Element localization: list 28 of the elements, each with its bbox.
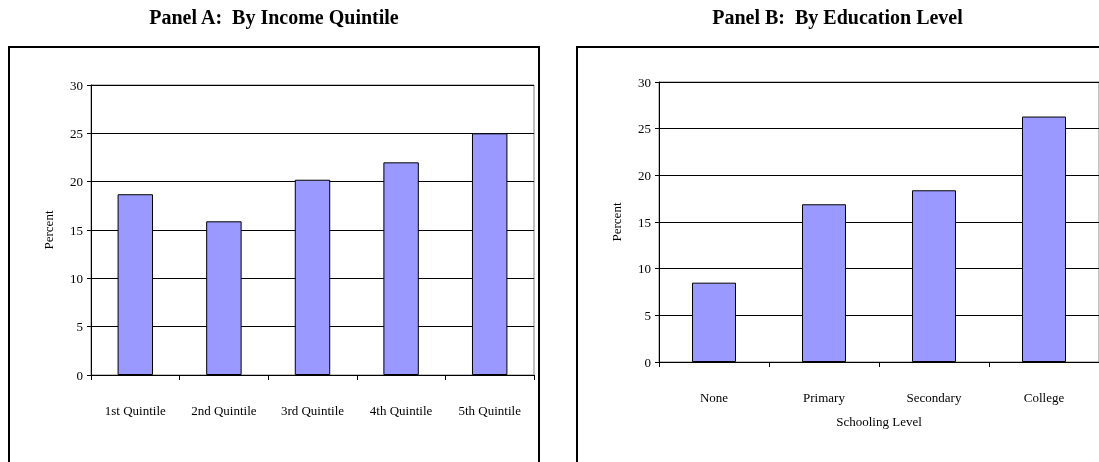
chart-title: Panel A: By Income Quintile: [149, 6, 399, 29]
x-tick-label: Secondary: [906, 389, 962, 405]
y-tick-label: 15: [70, 222, 83, 238]
y-tick-label: 10: [70, 270, 83, 286]
x-tick-label: College: [1023, 389, 1065, 405]
x-tick-label: 5th Quintile: [458, 402, 522, 418]
y-axis-title: Percent: [609, 202, 624, 242]
x-tick-label: 1st Quintile: [104, 402, 167, 418]
chart-title: Panel B: By Education Level: [712, 6, 964, 29]
y-tick-label: 20: [70, 174, 83, 190]
y-tick-label: 5: [76, 319, 83, 335]
y-tick-label: 25: [70, 125, 83, 141]
x-tick-label: 4th Quintile: [369, 402, 433, 418]
x-tick-label: Primary: [803, 389, 846, 405]
x-tick-label: 3rd Quintile: [280, 402, 345, 418]
x-tick-label: 2nd Quintile: [191, 402, 257, 418]
y-tick-label: 10: [638, 261, 651, 277]
y-tick-label: 0: [76, 367, 83, 383]
y-tick-label: 30: [638, 74, 651, 90]
y-tick-label: 20: [638, 167, 651, 183]
x-tick-label: None: [699, 389, 729, 405]
y-tick-label: 30: [70, 77, 83, 93]
y-axis-title: Percent: [41, 210, 56, 250]
y-tick-label: 5: [644, 307, 651, 323]
x-axis-title: Schooling Level: [836, 413, 923, 429]
y-tick-label: 15: [638, 214, 651, 230]
y-tick-label: 0: [644, 354, 651, 370]
y-tick-label: 25: [638, 121, 651, 137]
